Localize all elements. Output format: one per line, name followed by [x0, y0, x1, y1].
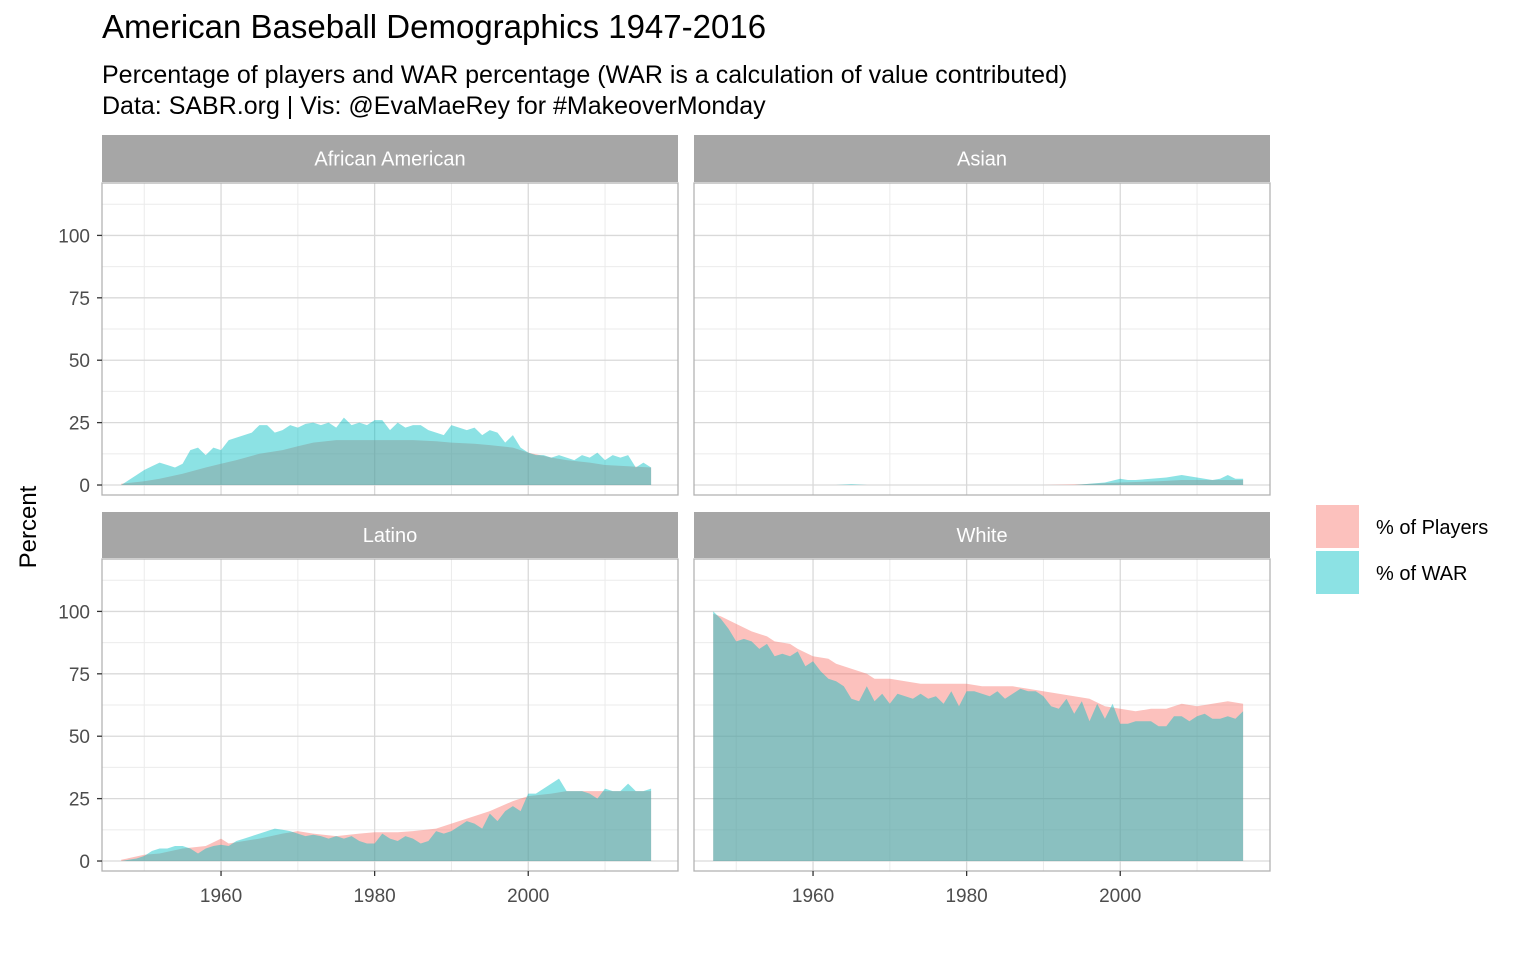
- facet-strip-label: Asian: [957, 149, 1007, 171]
- facet-strip: [694, 512, 1270, 558]
- area-players: [713, 613, 1244, 861]
- y-tick-label: 50: [69, 351, 90, 372]
- y-tick-label: 50: [69, 727, 90, 748]
- legend-key: [1316, 551, 1359, 594]
- panel-border: [101, 182, 679, 496]
- y-tick-label: 25: [69, 414, 90, 435]
- panel-border: [101, 558, 679, 872]
- area-war: [121, 778, 652, 861]
- panel-asian: Asian: [693, 135, 1271, 496]
- x-tick-label: 1980: [945, 886, 987, 907]
- y-tick-label: 100: [58, 602, 90, 623]
- facet-strip: [102, 135, 678, 182]
- subtitle-line-1: Percentage of players and WAR percentage…: [102, 61, 1068, 89]
- panel-african-american: African American 0 25 50 75 100: [58, 135, 679, 497]
- y-tick-label: 75: [69, 289, 90, 310]
- facet-strip-label: African American: [314, 149, 465, 171]
- area-war: [121, 417, 652, 485]
- chart-subtitle: Percentage of players and WAR percentage…: [102, 60, 1067, 122]
- y-tick-label: 0: [79, 476, 90, 497]
- x-tick-label: 1960: [200, 886, 242, 907]
- area-war: [713, 611, 1244, 861]
- area-players: [121, 791, 652, 861]
- chart-title: American Baseball Demographics 1947-2016: [102, 8, 767, 45]
- legend-label: % of Players: [1376, 517, 1488, 539]
- area-players: [121, 440, 652, 485]
- x-tick-label: 1960: [792, 886, 834, 907]
- facet-strip: [102, 512, 678, 558]
- panel-latino: Latino 0 25 50 75 100 1960 1980 2000: [58, 512, 679, 907]
- x-tick-label: 1980: [353, 886, 395, 907]
- y-tick-label: 0: [79, 852, 90, 873]
- x-tick-label: 2000: [1099, 886, 1141, 907]
- subtitle-line-2: Data: SABR.org | Vis: @EvaMaeRey for #Ma…: [102, 92, 766, 120]
- facet-strip: [694, 135, 1270, 182]
- x-tick-label: 2000: [507, 886, 549, 907]
- y-tick-label: 100: [58, 226, 90, 247]
- facet-strip-label: White: [956, 525, 1007, 547]
- legend-label: % of WAR: [1376, 563, 1468, 585]
- legend-key: [1316, 505, 1359, 548]
- facet-strip-label: Latino: [363, 525, 418, 547]
- y-tick-label: 75: [69, 665, 90, 686]
- area-war: [713, 475, 1244, 485]
- y-axis-title: Percent: [15, 485, 42, 568]
- legend: % of Players % of WAR: [1316, 505, 1488, 594]
- y-tick-label: 25: [69, 790, 90, 811]
- panel-white: White 1960 1980 2000: [693, 512, 1271, 907]
- panel-border: [693, 182, 1271, 496]
- panel-border: [693, 558, 1271, 872]
- area-players: [713, 480, 1244, 485]
